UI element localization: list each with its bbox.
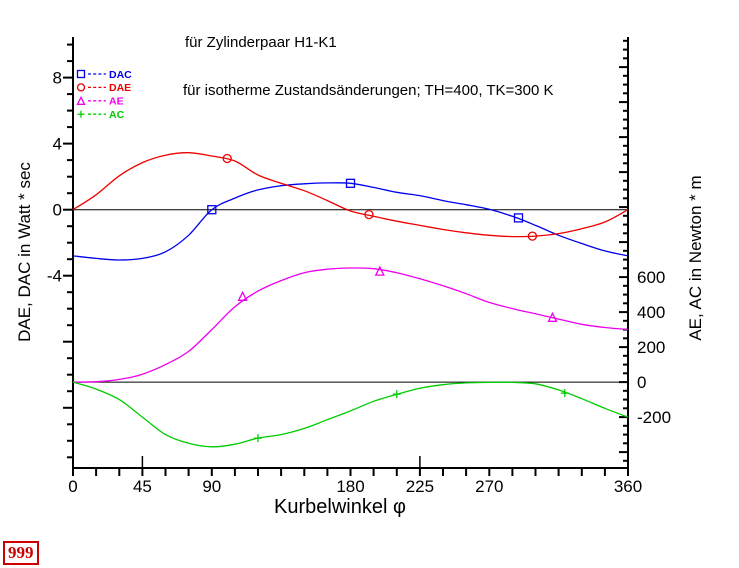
- curve-path-ae: [72, 267, 629, 383]
- annotation-conditions: für isotherme Zustandsänderungen; TH=400…: [183, 82, 554, 99]
- curve-path-dac: [72, 182, 629, 261]
- right-tick-label: -200: [637, 408, 671, 427]
- data-marker-ae: [374, 265, 385, 276]
- legend-label: AE: [109, 96, 124, 108]
- legend-marker-triangle-icon: [76, 95, 86, 105]
- legend-item-ae: AE: [76, 95, 124, 108]
- data-marker-ae: [547, 311, 558, 322]
- x-tick-label: 180: [336, 477, 364, 496]
- left-tick-label: 8: [53, 69, 62, 88]
- legend-item-dac: DAC: [76, 69, 132, 81]
- curve-dac: [72, 178, 629, 261]
- curve-path-ac: [72, 381, 629, 448]
- x-tick-label: 360: [614, 477, 642, 496]
- data-marker-dac: [345, 178, 356, 188]
- data-marker-dae: [222, 153, 232, 164]
- left-axis-label: DAE, DAC in Watt * sec: [15, 162, 34, 342]
- left-tick-label: 0: [53, 201, 62, 220]
- left-tick-label: 4: [53, 135, 62, 154]
- version-badge: 999: [3, 541, 39, 565]
- annotation-cylinder-pair: für Zylinderpaar H1-K1: [185, 34, 337, 51]
- left-tick-label: -4: [47, 267, 62, 286]
- legend-label: AC: [109, 109, 125, 121]
- x-tick-label: 225: [406, 477, 434, 496]
- right-tick-label: 600: [637, 268, 665, 287]
- legend-label: DAC: [109, 69, 132, 81]
- data-marker-dae: [527, 231, 538, 241]
- curve-ac: [72, 381, 629, 448]
- legend-item-ac: AC: [77, 109, 125, 121]
- right-tick-label: 0: [637, 373, 646, 392]
- legend-item-dae: DAE: [76, 82, 131, 94]
- data-marker-dac: [513, 213, 524, 223]
- legend-marker-circle-icon: [76, 83, 86, 92]
- right-axis-label: AE, AC in Newton * m: [686, 175, 705, 340]
- curve-path-dae: [72, 152, 629, 238]
- plot-axes: 8 4 0 -4 600 400 200 0 -200 0 45 90 180 225 270 360: [47, 37, 671, 496]
- x-tick-label: 90: [202, 477, 221, 496]
- curve-dae: [72, 152, 629, 241]
- data-marker-ae: [237, 290, 248, 301]
- version-badge-text: 999: [8, 543, 34, 562]
- data-marker-dae: [364, 209, 374, 220]
- legend-marker-square-icon: [76, 69, 86, 79]
- x-tick-label: 270: [475, 477, 503, 496]
- x-tick-label: 45: [133, 477, 152, 496]
- curve-ae: [72, 265, 629, 383]
- right-tick-label: 400: [637, 303, 665, 322]
- x-tick-label: 0: [68, 477, 77, 496]
- plot-curves: [72, 152, 629, 448]
- x-axis-label: Kurbelwinkel φ: [274, 496, 406, 518]
- data-marker-dac: [207, 205, 217, 215]
- right-tick-label: 200: [637, 338, 665, 357]
- legend-label: DAE: [109, 82, 131, 94]
